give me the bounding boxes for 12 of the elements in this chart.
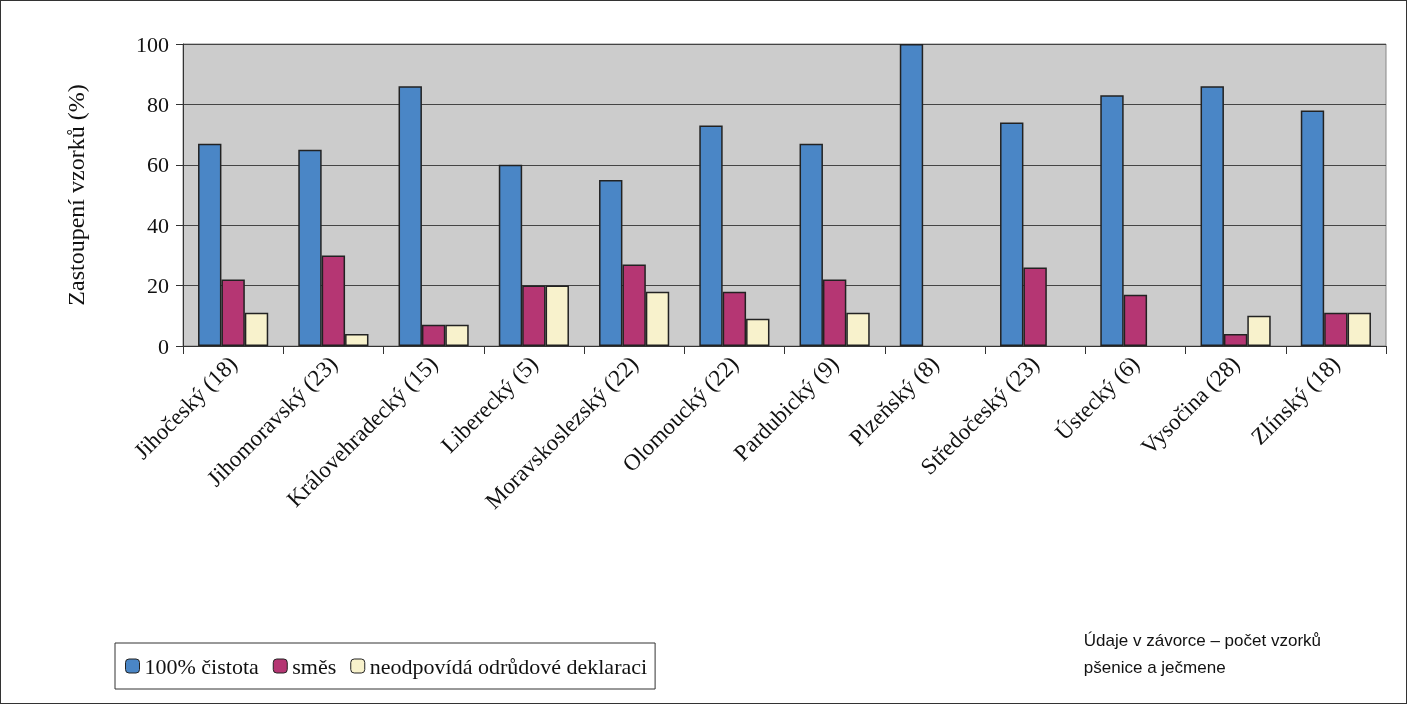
legend-label: 100% čistota [144,653,259,679]
y-tick-label: 40 [147,212,169,238]
y-tick-label: 80 [147,91,169,117]
legend-label: směs [292,653,337,679]
legend-label: neodpovídá odrůdové deklaraci [369,653,648,679]
text: Údaje v závorce – počet vzorků pšenice a ječmene [1083,631,1321,677]
y-axis-title: Zastoupení vzorků (%) [63,84,89,306]
y-tick-label: 60 [147,152,169,178]
y-tick-label: 100 [136,31,169,57]
y-tick-label: 0 [158,333,169,359]
y-tick-label: 20 [147,273,169,299]
bar [899,44,924,346]
